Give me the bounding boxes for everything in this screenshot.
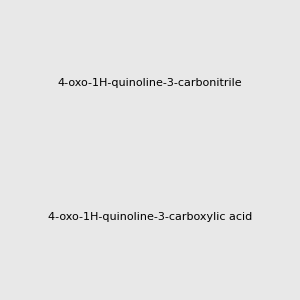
Text: 4-oxo-1H-quinoline-3-carboxylic acid: 4-oxo-1H-quinoline-3-carboxylic acid: [48, 212, 252, 223]
Text: 4-oxo-1H-quinoline-3-carbonitrile: 4-oxo-1H-quinoline-3-carbonitrile: [58, 77, 242, 88]
